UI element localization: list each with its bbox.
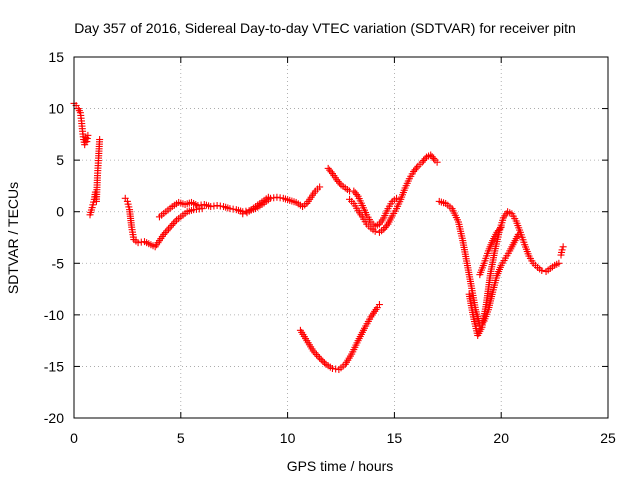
y-tick-label: -20 <box>44 410 64 426</box>
data-point <box>353 191 361 199</box>
data-point <box>165 225 173 233</box>
data-point <box>371 227 379 235</box>
data-point <box>171 218 179 226</box>
data-point <box>327 168 335 176</box>
data-point <box>538 267 546 275</box>
data-point <box>383 222 391 230</box>
data-point <box>433 158 441 166</box>
data-point <box>375 301 383 309</box>
y-tick-label: 10 <box>48 101 64 117</box>
y-tick-label: 15 <box>48 49 64 65</box>
data-point <box>559 243 567 251</box>
data-point <box>161 229 169 237</box>
data-point <box>84 131 92 139</box>
x-tick-label: 25 <box>600 430 616 446</box>
x-tick-label: 15 <box>387 430 403 446</box>
data-point <box>412 164 420 172</box>
data-point <box>430 154 438 162</box>
data-point <box>312 351 320 359</box>
data-point <box>496 225 504 233</box>
data-point <box>316 354 324 362</box>
x-tick-label: 10 <box>280 430 296 446</box>
data-point <box>168 221 176 229</box>
data-point <box>421 155 429 163</box>
data-point <box>314 352 322 360</box>
data-point <box>264 193 272 201</box>
x-tick-label: 0 <box>70 430 78 446</box>
data-point <box>166 223 174 231</box>
data-point <box>555 259 563 267</box>
x-axis-label: GPS time / hours <box>287 458 394 474</box>
y-tick-label: -10 <box>44 307 64 323</box>
data-point <box>497 223 505 231</box>
y-tick-label: 0 <box>56 204 64 220</box>
data-point <box>393 194 401 202</box>
axis-ticks: 0 5 10 15 20 25 -20 -15 -10 -5 0 5 10 15 <box>44 49 616 446</box>
chart-title: Day 357 of 2016, Sidereal Day-to-day VTE… <box>74 20 576 36</box>
data-point <box>239 210 247 218</box>
y-axis-label: SDTVAR / TECUs <box>5 182 21 294</box>
grid <box>74 57 608 418</box>
data-point <box>558 246 566 254</box>
data-point <box>316 183 324 191</box>
data-point <box>96 136 104 144</box>
y-tick-label: -15 <box>44 358 64 374</box>
data-point <box>320 359 328 367</box>
x-tick-label: 5 <box>177 430 185 446</box>
x-tick-label: 20 <box>493 430 509 446</box>
data-point <box>163 227 171 235</box>
data-point <box>198 205 206 213</box>
data-point <box>169 220 177 228</box>
data-point <box>319 357 327 365</box>
plot-frame <box>73 56 609 419</box>
data-point <box>317 356 325 364</box>
data-point <box>336 179 344 187</box>
data-points <box>70 99 567 374</box>
y-tick-label: -5 <box>52 255 65 271</box>
y-tick-label: 5 <box>56 152 64 168</box>
